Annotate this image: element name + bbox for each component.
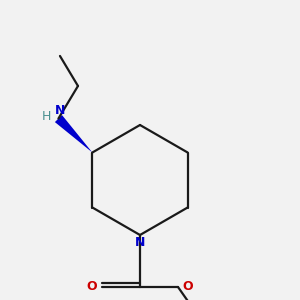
Text: O: O (183, 280, 193, 293)
Text: N: N (135, 236, 145, 250)
Text: H: H (42, 110, 51, 123)
Polygon shape (55, 115, 92, 152)
Text: N: N (55, 104, 66, 117)
Text: O: O (87, 280, 97, 293)
